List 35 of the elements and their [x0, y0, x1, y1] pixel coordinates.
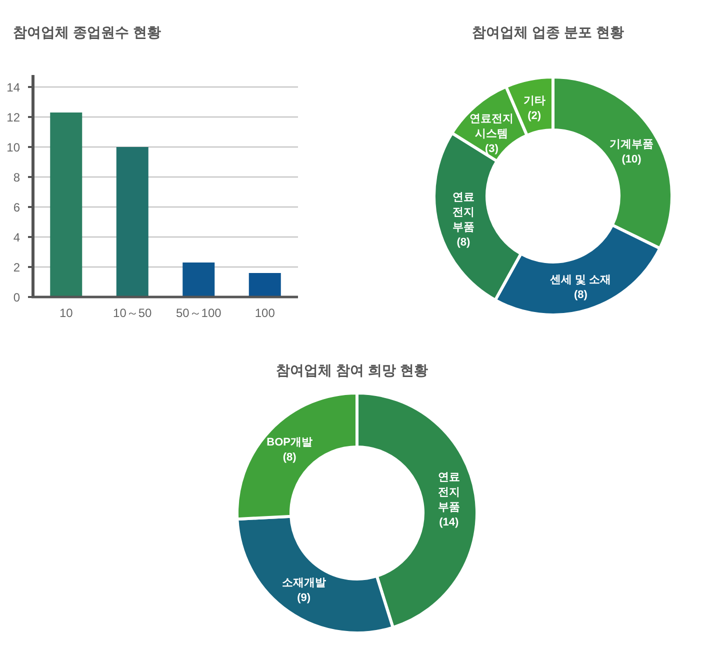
chart-title: 참여업체 업종 분포 현황 [472, 24, 624, 40]
slice-label: BOP개발 [266, 436, 313, 448]
y-tick-label: 12 [6, 110, 20, 124]
data-label: (8) [574, 288, 588, 301]
bar [50, 112, 82, 297]
data-label: (2) [528, 110, 542, 122]
data-label: (10) [622, 154, 642, 166]
bar [182, 262, 215, 297]
slice-label: 기타 [523, 94, 546, 107]
chart-title: 참여업체 종업원수 현황 [13, 24, 161, 40]
bar [116, 147, 148, 297]
x-tick-label: 50～100 [176, 306, 222, 320]
data-label: (8) [456, 236, 471, 249]
bar [248, 273, 281, 297]
data-label: (8) [282, 451, 297, 464]
x-tick-label: 10 [59, 306, 74, 320]
y-tick-label: 4 [13, 230, 20, 244]
y-tick-label: 8 [13, 170, 20, 184]
data-label: (3) [485, 142, 499, 155]
x-tick-label: 10～50 [113, 306, 152, 320]
slice-label: 연료전지부품 [452, 192, 474, 234]
chart-title: 참여업체 참여 희망 현황 [276, 362, 428, 378]
data-label: (14) [439, 516, 460, 528]
data-label: (9) [297, 592, 311, 604]
x-tick-label: 100 [254, 306, 276, 320]
slice-label: 센세 및 소재 [550, 274, 612, 286]
slice-label: 연료전지부품 [438, 471, 460, 514]
y-tick-label: 0 [13, 290, 20, 304]
y-tick-label: 6 [13, 200, 20, 214]
y-tick-label: 10 [6, 140, 20, 154]
y-tick-label: 14 [6, 80, 20, 94]
slice-label: 연료전지시스템 [470, 112, 514, 140]
slice-label: 기계부품 [610, 138, 654, 151]
y-tick-label: 2 [13, 260, 20, 274]
slice-label: 소재개발 [282, 576, 326, 589]
